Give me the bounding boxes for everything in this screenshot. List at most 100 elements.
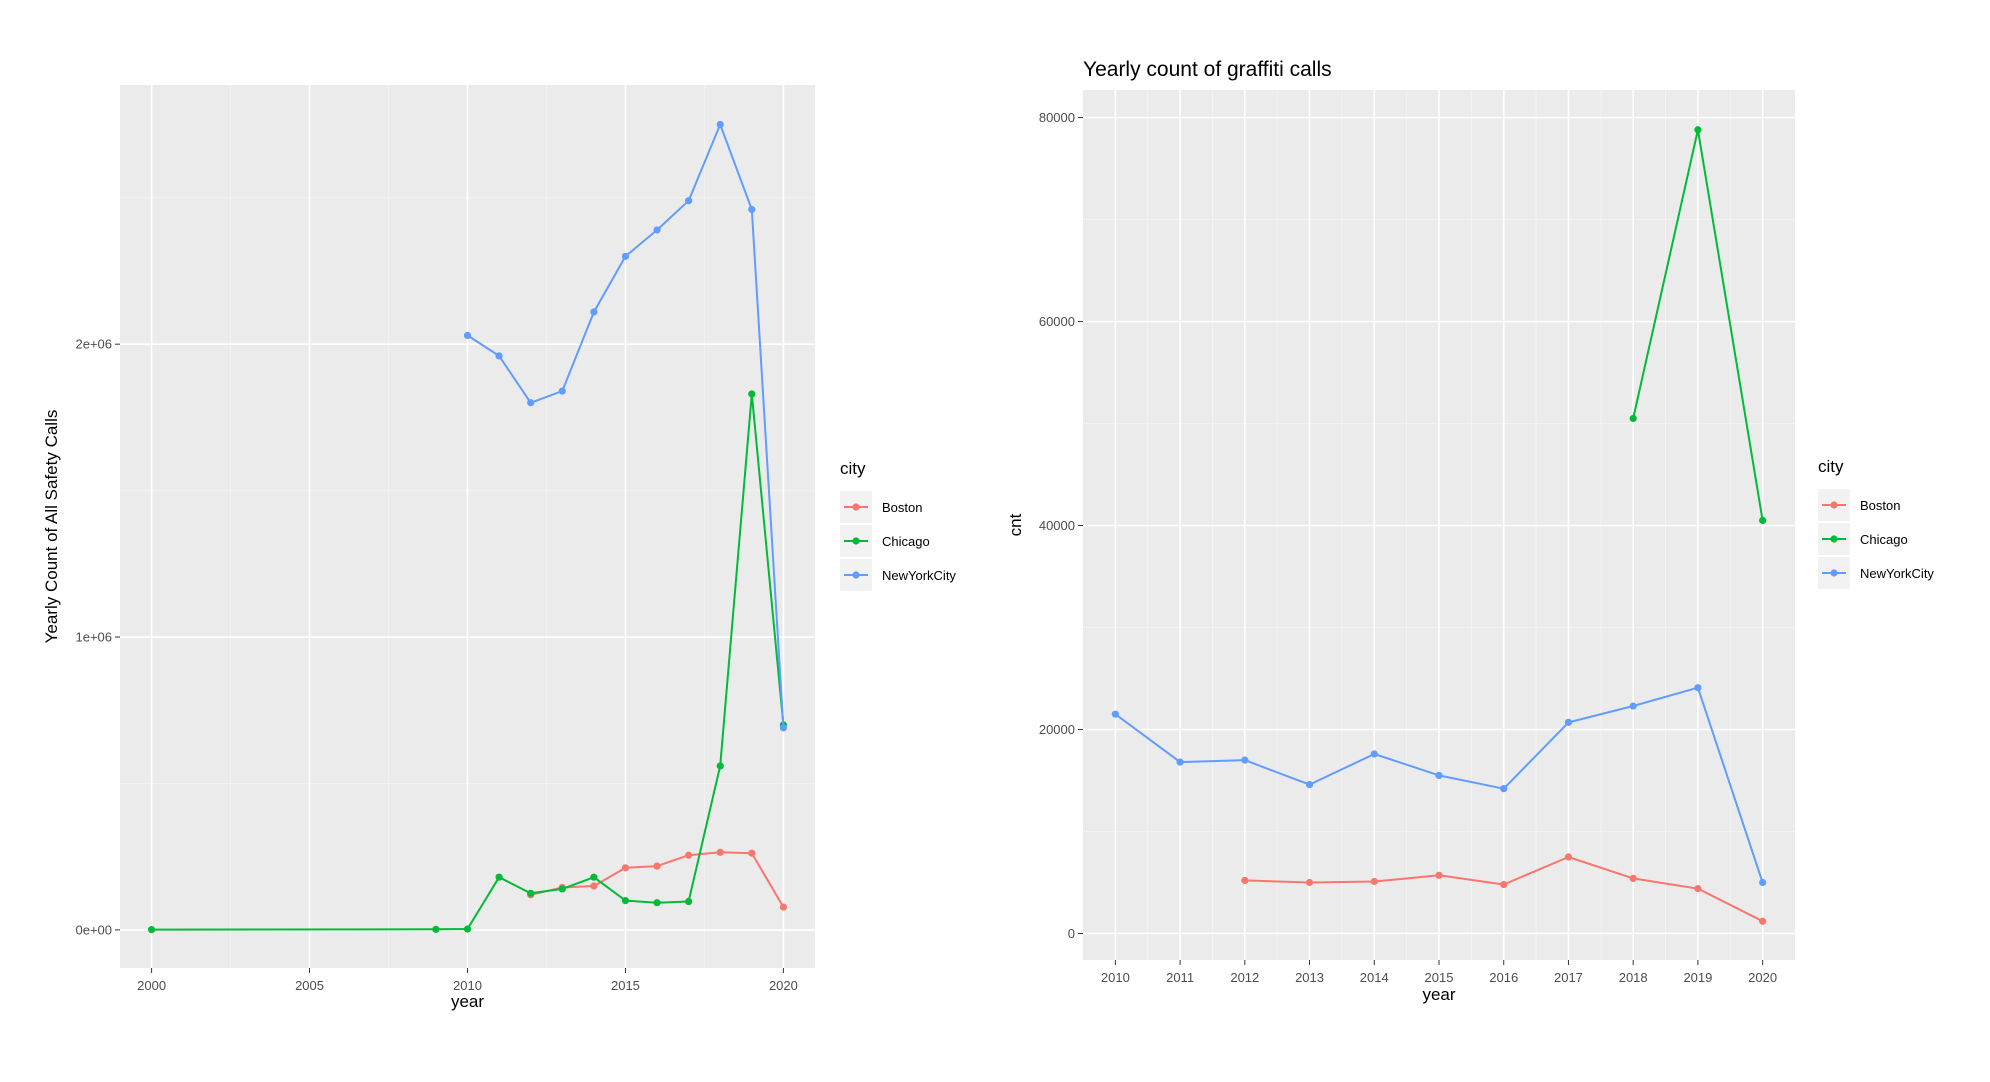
right-y-tick-label: 60000 [1039, 314, 1075, 329]
right-legend-item-boston: Boston [1818, 489, 1900, 521]
left-x-axis-title: year [451, 992, 484, 1011]
right-legend-label: Boston [1860, 498, 1900, 513]
right-x-tick-label: 2013 [1295, 970, 1324, 985]
left-point-chicago [527, 889, 535, 897]
left-point-newyorkcity [653, 226, 661, 234]
right-x-tick-label: 2014 [1360, 970, 1389, 985]
left-point-newyorkcity [748, 205, 756, 214]
right-point-boston [1564, 853, 1573, 861]
right-axes: 2010 2011 2012 2013 2014 2015 2016 2017 2018 2019… [1039, 110, 1777, 985]
right-legend-label: Chicago [1860, 532, 1908, 547]
right-point-chicago [1759, 516, 1767, 525]
left-legend-title: city [840, 459, 866, 478]
left-legend-key-point [852, 503, 860, 511]
right-x-axis-title: year [1422, 985, 1455, 1004]
left-point-boston [716, 848, 724, 856]
right-x-tick-label: 2010 [1101, 970, 1130, 985]
left-point-boston [748, 849, 756, 857]
left-x-tick-label: 2010 [453, 978, 482, 993]
right-legend: city Boston Chicago NewYorkCity [1818, 457, 1934, 589]
right-point-boston [1500, 880, 1508, 889]
left-point-chicago [432, 925, 440, 933]
right-gridlines [1083, 90, 1795, 960]
right-x-tick-label: 2016 [1489, 970, 1518, 985]
right-point-newyorkcity [1759, 878, 1767, 887]
right-x-tick-label: 2011 [1166, 970, 1194, 985]
left-point-newyorkcity [495, 352, 503, 360]
right-point-newyorkcity [1176, 758, 1184, 766]
right-point-boston [1305, 878, 1314, 887]
left-legend-label: Boston [882, 500, 922, 515]
right-y-tick-label: 40000 [1039, 518, 1075, 533]
right-legend-key-point [1830, 501, 1838, 509]
right-legend-item-newyorkcity: NewYorkCity [1818, 557, 1934, 589]
left-point-newyorkcity [685, 197, 693, 205]
right-y-tick-label: 80000 [1039, 110, 1075, 125]
left-legend-label: Chicago [882, 534, 930, 549]
left-point-newyorkcity [590, 308, 598, 316]
right-chart-title: Yearly count of graffiti calls [1083, 58, 1332, 81]
left-x-tick-label: 2005 [295, 978, 324, 993]
right-point-boston [1435, 871, 1443, 879]
left-series-newyorkcity [463, 120, 788, 732]
right-point-newyorkcity [1500, 785, 1508, 793]
left-series-chicago [147, 390, 788, 934]
left-y-tick-label: 2e+06 [75, 337, 112, 352]
left-point-newyorkcity [463, 331, 472, 340]
right-series-chicago [1629, 126, 1767, 525]
left-y-tick-label: 1e+06 [75, 630, 112, 645]
left-x-tick-label: 2020 [769, 978, 798, 993]
right-x-tick-label: 2012 [1230, 970, 1259, 985]
right-x-tick-label: 2018 [1619, 970, 1648, 985]
left-point-chicago [463, 925, 472, 933]
right-y-tick-label: 0 [1068, 926, 1075, 941]
right-x-tick-label: 2015 [1425, 970, 1454, 985]
left-axes: 2000 2005 2010 2015 2020 0e+00 1e+06 2e+06 [75, 337, 797, 993]
right-y-tick-label: 20000 [1039, 722, 1075, 737]
right-point-newyorkcity [1370, 750, 1378, 758]
right-x-tick-label: 2019 [1683, 970, 1712, 985]
left-legend-key-point [852, 537, 860, 545]
left-y-axis-title: Yearly Count of All Safety Calls [42, 410, 61, 644]
right-series-newyorkcity [1111, 684, 1767, 887]
left-x-tick-label: 2015 [611, 978, 640, 993]
left-point-chicago [147, 926, 156, 934]
right-point-boston [1629, 874, 1637, 883]
left-legend-item-chicago: Chicago [840, 525, 930, 557]
left-point-boston [653, 862, 661, 870]
right-x-tick-label: 2017 [1554, 970, 1583, 985]
left-point-newyorkcity [779, 724, 788, 732]
left-point-chicago [590, 873, 598, 881]
right-point-newyorkcity [1111, 710, 1119, 718]
right-legend-key-point [1830, 535, 1838, 543]
left-point-chicago [716, 762, 724, 770]
left-legend-label: NewYorkCity [882, 568, 956, 583]
right-point-newyorkcity [1629, 702, 1637, 710]
right-x-tick-label: 2020 [1748, 970, 1777, 985]
left-point-chicago [558, 885, 566, 893]
left-point-chicago [495, 873, 503, 881]
graffiti-calls-chart: 2010 2011 2012 2013 2014 2015 2016 2017 2018 2019… [1006, 58, 1934, 1004]
left-point-newyorkcity [527, 399, 535, 407]
left-legend: city Boston Chicago NewYorkCity [840, 459, 956, 591]
left-legend-key-point [852, 571, 860, 579]
right-point-chicago [1694, 126, 1702, 134]
left-gridlines [120, 85, 815, 968]
right-legend-key-point [1830, 569, 1838, 577]
left-point-boston [779, 903, 788, 911]
right-point-newyorkcity [1564, 718, 1573, 726]
right-point-boston [1370, 877, 1378, 886]
right-point-newyorkcity [1241, 756, 1249, 764]
left-point-boston [685, 851, 693, 859]
left-legend-item-boston: Boston [840, 491, 922, 523]
safety-calls-chart: 2000 2005 2010 2015 2020 0e+00 1e+06 2e+06 year Y… [42, 85, 956, 1011]
right-point-chicago [1629, 414, 1637, 423]
right-point-newyorkcity [1435, 771, 1443, 779]
right-point-boston [1759, 917, 1767, 925]
left-point-newyorkcity [621, 252, 630, 260]
left-point-boston [590, 882, 598, 890]
left-point-chicago [653, 899, 661, 907]
right-legend-label: NewYorkCity [1860, 566, 1934, 581]
left-point-boston [621, 864, 630, 872]
